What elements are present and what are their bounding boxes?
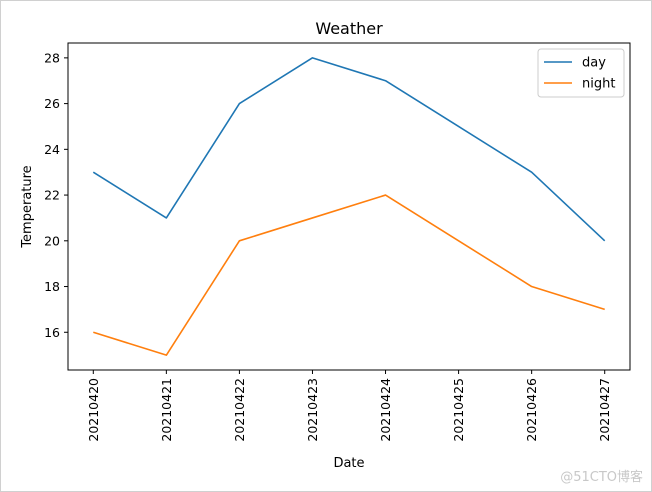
plot-area [67, 42, 631, 371]
x-tick-label: 20210420 [86, 378, 101, 442]
x-tick-label: 20210423 [305, 378, 320, 442]
x-tick-label: 20210421 [159, 378, 174, 442]
y-tick-label: 20 [44, 233, 60, 248]
legend-label-day: day [582, 56, 606, 71]
chart-title: Weather [315, 19, 383, 38]
series-lines [92, 57, 606, 356]
x-axis: 20210420 20210421 20210422 20210423 20210424… [86, 370, 612, 442]
legend-label-night: night [582, 77, 615, 92]
x-tick-label: 20210422 [232, 378, 247, 442]
legend-box [537, 48, 625, 98]
y-tick-label: 18 [44, 279, 60, 294]
legend: day night [537, 48, 625, 98]
y-tick-label: 28 [44, 50, 60, 65]
series-line-day [92, 57, 606, 242]
y-tick-label: 22 [44, 188, 60, 203]
x-tick-label: 20210424 [378, 378, 393, 442]
series-line-night [93, 194, 605, 356]
watermark: @51CTO博客 [560, 469, 643, 485]
y-tick-label: 24 [44, 142, 60, 157]
x-axis-label: Date [333, 456, 364, 471]
y-axis: 16 18 20 22 24 26 28 [44, 50, 68, 340]
y-axis-label: Temperature [20, 165, 35, 248]
x-tick-label: 20210426 [524, 378, 539, 442]
x-tick-label: 20210425 [451, 378, 466, 442]
x-tick-label: 20210427 [597, 378, 612, 442]
y-tick-label: 16 [44, 325, 60, 340]
y-tick-label: 26 [44, 96, 60, 111]
